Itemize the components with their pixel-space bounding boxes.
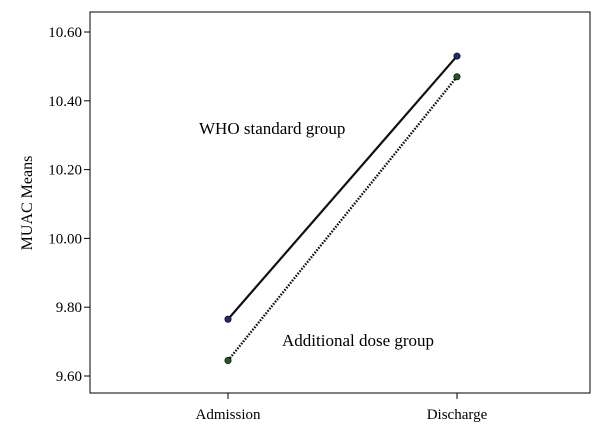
data-point-additional-admission	[224, 357, 232, 365]
series-line-additional-dose-group	[227, 75, 458, 362]
y-tick-label: 10.60	[48, 25, 82, 41]
x-tick-label: Discharge	[427, 407, 488, 423]
y-tick-label: 10.20	[48, 163, 82, 179]
y-axis-ticks: 9.60 9.80 10.00 10.20 10.40 10.60	[48, 25, 90, 385]
y-tick-label: 10.00	[48, 231, 82, 247]
y-tick-label: 10.40	[48, 94, 82, 110]
x-tick-label: Admission	[195, 407, 261, 423]
y-tick-label: 9.80	[56, 300, 82, 316]
x-axis-ticks: Admission Discharge	[195, 393, 488, 423]
y-tick-label: 9.60	[56, 369, 82, 385]
data-point-additional-discharge	[453, 73, 461, 81]
annotation-additional-dose-group: Additional dose group	[282, 331, 434, 350]
annotation-who-standard-group: WHO standard group	[199, 119, 345, 138]
data-point-who-admission	[224, 315, 232, 323]
y-axis-title: MUAC Means	[19, 156, 36, 251]
plot-frame	[89, 11, 591, 394]
data-point-who-discharge	[453, 52, 461, 60]
series-layer	[224, 52, 461, 365]
series-line-who-standard-group	[227, 55, 458, 320]
